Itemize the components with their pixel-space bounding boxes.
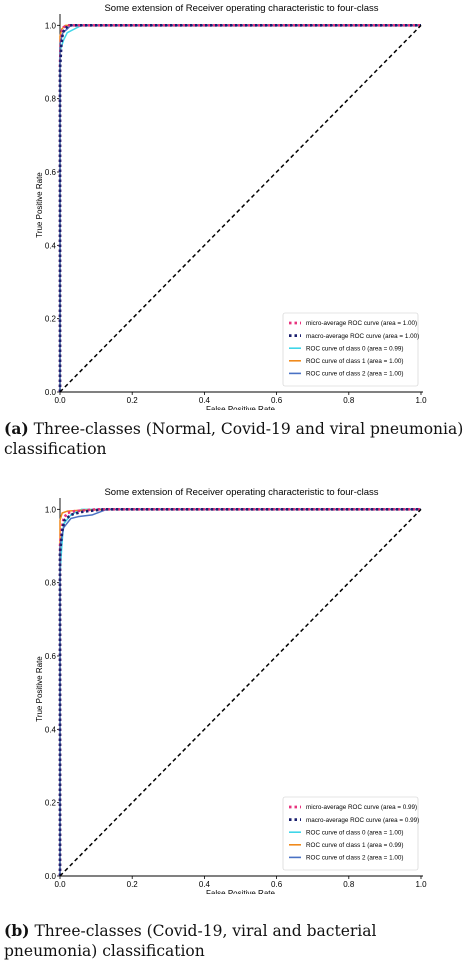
chance-diagonal-line <box>59 24 422 393</box>
x-tick-label: 0.6 <box>271 396 283 405</box>
legend-box <box>282 796 419 871</box>
caption-a-text: Three-classes (Normal, Covid-19 and vira… <box>4 420 464 458</box>
y-tick-label: 0.6 <box>45 652 57 661</box>
x-tick-label: 0.4 <box>199 396 211 405</box>
series-line-0 <box>58 508 421 876</box>
x-tick-label: 0.2 <box>127 880 139 889</box>
figure-panel-b: Some extension of Receiver operating cha… <box>0 484 474 972</box>
series-line-0 <box>58 24 421 392</box>
figure-panel-a: Some extension of Receiver operating cha… <box>4 3 470 459</box>
x-tick-label: 0.0 <box>54 880 66 889</box>
legend-entry-label: macro-average ROC curve (area = 0.99) <box>306 817 419 824</box>
legend-entry-label: ROC curve of class 1 (area = 0.99) <box>306 842 403 849</box>
caption-a: (a) Three-classes (Normal, Covid-19 and … <box>4 419 470 459</box>
y-tick-label: 0.4 <box>45 241 57 250</box>
y-tick-label: 0.8 <box>45 579 57 588</box>
roc-chart-a: Some extension of Receiver operating cha… <box>35 3 427 410</box>
x-axis-label: False Positive Rate <box>206 889 275 894</box>
y-tick-label: 0.2 <box>45 315 57 324</box>
caption-a-label: (a) <box>4 419 29 438</box>
y-tick-label: 0.0 <box>45 872 57 881</box>
y-tick-label: 0.2 <box>45 799 57 808</box>
caption-b-label: (b) <box>4 921 30 940</box>
legend-entry-label: micro-average ROC curve (area = 0.99) <box>306 804 417 811</box>
legend-entry-label: ROC curve of class 1 (area = 1.00) <box>306 358 403 365</box>
y-tick-label: 0.4 <box>45 725 57 734</box>
legend-entry-label: macro-average ROC curve (area = 1.00) <box>306 333 419 340</box>
x-tick-label: 1.0 <box>415 396 427 405</box>
y-axis-label: True Positive Rate <box>35 656 44 722</box>
x-tick-label: 1.0 <box>415 880 427 889</box>
chart-legend: micro-average ROC curve (area = 0.99) mac… <box>282 796 419 871</box>
y-tick-label: 0.0 <box>45 388 57 397</box>
x-tick-label: 0.8 <box>343 880 355 889</box>
x-axis-label: False Positive Rate <box>206 405 275 410</box>
x-tick-label: 0.2 <box>127 396 139 405</box>
chart-legend: micro-average ROC curve (area = 1.00) mac… <box>282 312 419 387</box>
caption-b: (b) Three-classes (Covid-19, viral and b… <box>4 921 470 961</box>
y-axis-label: True Positive Rate <box>35 172 44 238</box>
legend-entry-label: ROC curve of class 0 (area = 1.00) <box>306 829 403 836</box>
y-tick-label: 0.6 <box>45 168 57 177</box>
y-tick-label: 1.0 <box>45 21 57 30</box>
x-tick-label: 0.4 <box>199 880 211 889</box>
x-tick-label: 0.6 <box>271 880 283 889</box>
roc-chart-b: Some extension of Receiver operating cha… <box>35 487 427 894</box>
legend-entry-label: ROC curve of class 0 (area = 0.99) <box>306 345 403 352</box>
chart-title: Some extension of Receiver operating cha… <box>104 487 378 498</box>
legend-entry-label: micro-average ROC curve (area = 1.00) <box>306 320 417 327</box>
x-tick-label: 0.0 <box>54 396 66 405</box>
legend-entry-label: ROC curve of class 2 (area = 1.00) <box>306 855 403 862</box>
legend-box <box>282 312 419 387</box>
caption-b-text: Three-classes (Covid-19, viral and bacte… <box>4 922 377 960</box>
y-tick-label: 1.0 <box>45 505 57 514</box>
series-line-1 <box>58 24 421 392</box>
legend-entry-label: ROC curve of class 2 (area = 1.00) <box>306 371 403 378</box>
x-tick-label: 0.8 <box>343 396 355 405</box>
y-tick-label: 0.8 <box>45 95 57 104</box>
chance-diagonal-line <box>59 508 422 877</box>
series-line-1 <box>58 508 421 876</box>
chart-title: Some extension of Receiver operating cha… <box>104 3 378 14</box>
